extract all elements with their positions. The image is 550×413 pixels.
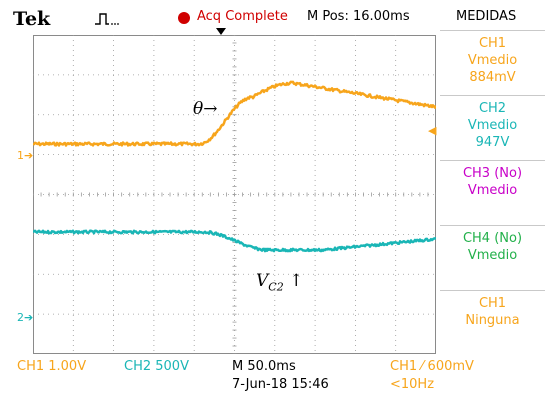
trigger-frequency: <10Hz [390, 377, 435, 392]
measurement-type: Ninguna [465, 313, 520, 328]
theta-annotation: θ→ [193, 99, 218, 119]
graticule [33, 35, 436, 354]
m-position-readout: M Pos: 16.00ms [307, 9, 410, 24]
measurement-type: Vmedio [467, 248, 518, 263]
up-arrow-icon: ↑ [289, 271, 304, 291]
right-arrow-icon: ➔ [24, 311, 34, 324]
measurement-channel: CH1 [478, 36, 507, 51]
ch1-marker-label: 1 [17, 149, 24, 162]
vc2-main: V [256, 271, 269, 291]
ch1-ground-marker[interactable]: 1➔ [17, 149, 33, 162]
measurement-value: 884mV [469, 70, 516, 85]
measurement-ch4-vmedio[interactable]: CH4 (No) Vmedio [440, 225, 545, 287]
brand-logo: Tek [13, 8, 51, 30]
measurement-ch2-vmedio[interactable]: CH2 Vmedio 947V [440, 95, 545, 157]
ch2-waveform [33, 229, 436, 253]
timebase[interactable]: M 50.0ms [232, 359, 296, 374]
measurement-channel: CH3 (No) [462, 166, 523, 181]
date-time: 7-Jun-18 15:46 [232, 377, 329, 392]
ch1-waveform [33, 80, 436, 147]
measurement-channel: CH2 [478, 101, 507, 116]
measurement-type: Vmedio [467, 53, 518, 68]
ch2-scale[interactable]: CH2 500V [124, 359, 189, 374]
trigger-setting[interactable]: CH1 ⁄ 600mV [390, 359, 474, 374]
trigger-position-marker-icon [216, 28, 226, 35]
right-arrow-icon: ➔ [24, 149, 34, 162]
waveform-display[interactable] [33, 35, 436, 354]
vc2-annotation: VC2 ↑ [256, 271, 303, 293]
measurement-type: Vmedio [467, 183, 518, 198]
measurement-ch1-vmedio[interactable]: CH1 Vmedio 884mV [440, 30, 545, 92]
acquisition-status: Acq Complete [197, 9, 288, 24]
measurement-value: 947V [475, 135, 510, 150]
measurement-channel: CH1 [478, 296, 507, 311]
ch2-marker-label: 2 [17, 311, 24, 324]
measurement-ch1-ninguna[interactable]: CH1 Ninguna [440, 290, 545, 352]
measurements-panel: CH1 Vmedio 884mV CH2 Vmedio 947V CH3 (No… [440, 30, 545, 356]
measurement-type: Vmedio [467, 118, 518, 133]
trigger-pulse-icon [95, 13, 119, 25]
ch2-ground-marker[interactable]: 2➔ [17, 311, 33, 324]
record-dot-icon [178, 12, 190, 24]
vc2-subscript: C2 [268, 280, 284, 294]
measurements-title: MEDIDAS [456, 9, 517, 24]
measurement-ch3-vmedio[interactable]: CH3 (No) Vmedio [440, 160, 545, 222]
trigger-level-arrow-icon: ◀ [428, 124, 437, 137]
measurement-channel: CH4 (No) [462, 231, 523, 246]
ch1-scale[interactable]: CH1 1.00V [17, 359, 87, 374]
